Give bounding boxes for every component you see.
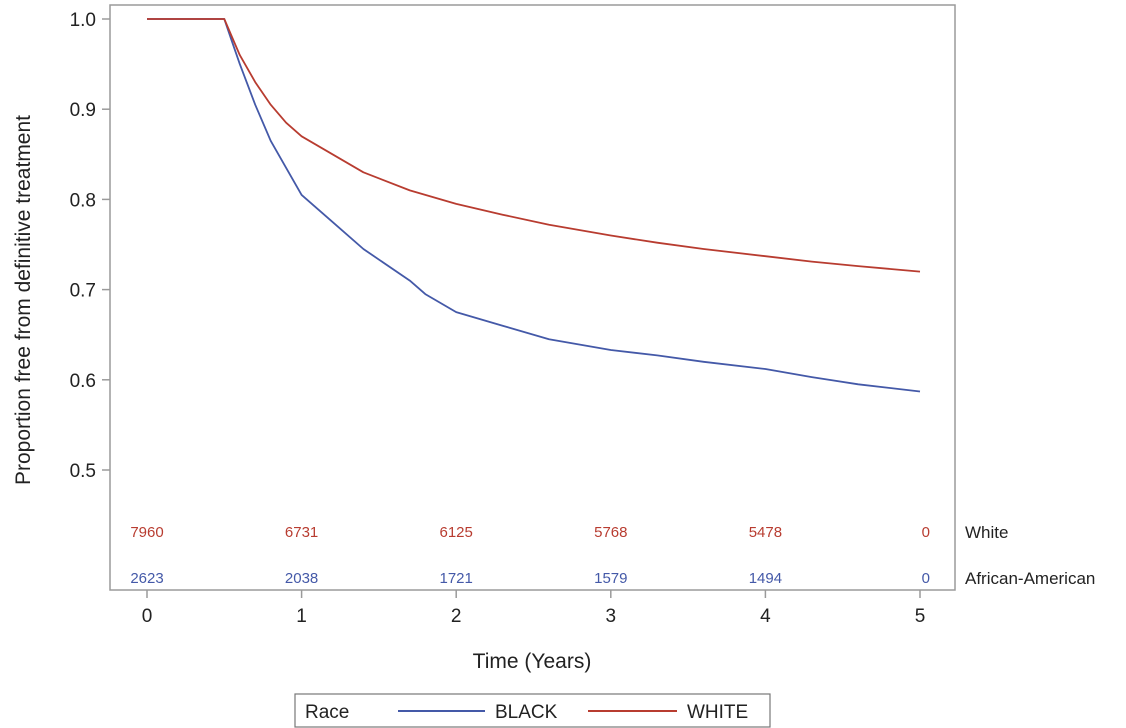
plot-frame [109, 4, 956, 591]
y-tick-label: 0.6 [70, 371, 96, 392]
risk-count: 6125 [440, 524, 473, 541]
legend-box [294, 693, 771, 728]
risk-count: 2038 [285, 570, 318, 587]
y-tick-label: 0.7 [70, 281, 96, 302]
x-tick-label: 3 [606, 606, 617, 627]
legend: Race BLACK WHITE [294, 693, 771, 728]
y-tick-label: 1.0 [70, 10, 96, 31]
legend-label-white: WHITE [687, 702, 748, 723]
legend-label-black: BLACK [495, 702, 558, 723]
risk-count: 5768 [594, 524, 627, 541]
risk-count: 1579 [594, 570, 627, 587]
y-tick-label: 0.5 [70, 461, 96, 482]
series-layer [147, 18, 921, 393]
legend-title: Race [305, 702, 349, 723]
x-tick-label: 5 [915, 606, 926, 627]
series-line-black [147, 18, 921, 393]
risk-count: 0 [922, 524, 930, 541]
risk-row-label: African-American [965, 569, 1095, 588]
risk-count: 0 [922, 570, 930, 587]
y-tick-label: 0.8 [70, 190, 96, 211]
series-line-white [147, 18, 921, 273]
x-axis: 0 1 2 3 4 5 [142, 590, 926, 627]
risk-count: 1494 [749, 570, 782, 587]
risk-count: 1721 [440, 570, 473, 587]
risk-table: 7960 6731 6125 5768 5478 0 White 2623 2038 1721 15… [130, 523, 1095, 588]
x-tick-label: 1 [296, 606, 307, 627]
y-tick-label: 0.9 [70, 100, 96, 121]
risk-count: 6731 [285, 524, 318, 541]
risk-count: 7960 [130, 524, 163, 541]
risk-count: 5478 [749, 524, 782, 541]
risk-count: 2623 [130, 570, 163, 587]
risk-row-label: White [965, 523, 1008, 542]
y-axis-title: Proportion free from definitive treatmen… [12, 115, 35, 485]
x-tick-label: 4 [760, 606, 771, 627]
y-axis: 0.5 0.6 0.7 0.8 0.9 1.0 [70, 10, 110, 482]
x-axis-title: Time (Years) [473, 650, 592, 673]
x-tick-label: 0 [142, 606, 153, 627]
x-tick-label: 2 [451, 606, 462, 627]
